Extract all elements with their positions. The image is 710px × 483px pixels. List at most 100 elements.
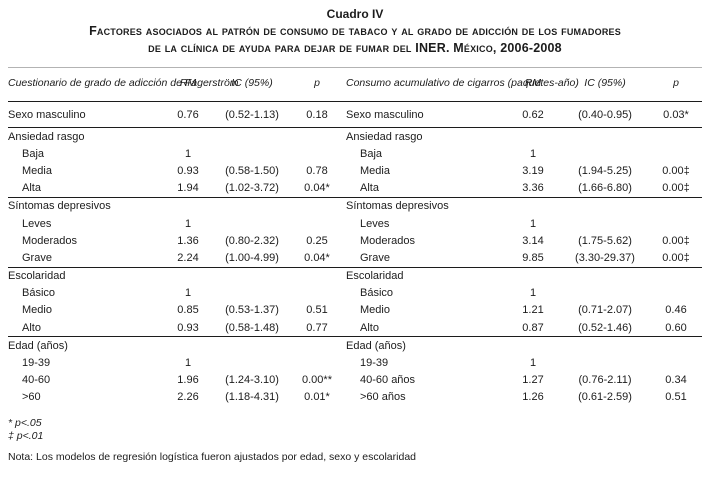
p-value-left: 0.01* [304, 391, 330, 404]
row-label-right: Sexo masculino [346, 108, 424, 121]
rm-value-right: 9.85 [522, 251, 544, 264]
row-label-left: Síntomas depresivos [8, 200, 111, 213]
rm-value-left: 0.76 [177, 108, 199, 121]
p-value-left: 0.00** [302, 374, 332, 387]
p-value-right: 0.00‡ [662, 251, 690, 264]
ci-value-left: (1.24-3.10) [225, 374, 279, 387]
row-label-left: Moderados [22, 234, 78, 247]
rm-value-left: 1 [184, 217, 192, 230]
p-value-left: 0.25 [306, 234, 328, 247]
ci-value-left: (0.80-2.32) [225, 234, 279, 247]
table-row: Leves 1 Leves 1 [8, 215, 702, 232]
p-value-right: 0.34 [665, 374, 687, 387]
p-value-left: 0.04* [304, 251, 330, 264]
p-value-right: 0.00‡ [662, 234, 690, 247]
ci-value-right: (3.30-29.37) [575, 251, 635, 264]
ci-value-right: (0.71-2.07) [578, 304, 632, 317]
row-label-left: Edad (años) [8, 339, 68, 352]
row-label-right: Medio [360, 304, 390, 317]
table-row: Edad (años) Edad (años) [8, 337, 702, 354]
table-row: 19-39 1 19-39 1 [8, 354, 702, 371]
p-value-left: 0.04* [304, 182, 330, 195]
ci-value-left: (1.00-4.99) [225, 251, 279, 264]
ci-value-left: (1.02-3.72) [225, 182, 279, 195]
row-label-left: Básico [22, 287, 56, 300]
table-body: Sexo masculino 0.76 (0.52-1.13) 0.18 Sex… [8, 102, 702, 406]
row-label-right: Moderados [360, 234, 416, 247]
right-col-p: p [673, 77, 679, 89]
ci-value-left: (1.18-4.31) [225, 391, 279, 404]
row-label-right: Escolaridad [346, 270, 404, 283]
row-label-left: Sexo masculino [8, 108, 86, 121]
rm-value-left: 1 [184, 287, 192, 300]
table-row: Alta 1.94 (1.02-3.72) 0.04* Alta 3.36 (1… [8, 180, 702, 198]
rm-value-right: 3.14 [522, 234, 544, 247]
table-row: Media 0.93 (0.58-1.50) 0.78 Media 3.19 (… [8, 162, 702, 179]
rm-value-right: 3.19 [522, 164, 544, 177]
rm-value-right: 1 [529, 287, 537, 300]
rm-value-left: 0.93 [177, 321, 199, 334]
table-row: >60 2.26 (1.18-4.31) 0.01* >60 años 1.26… [8, 389, 702, 406]
row-label-left: Medio [22, 304, 52, 317]
row-label-left: 19-39 [22, 357, 51, 370]
p-value-left: 0.77 [306, 321, 328, 334]
row-label-left: 40-60 [22, 374, 51, 387]
table-row: Baja 1 Baja 1 [8, 145, 702, 162]
p-value-left: 0.18 [306, 108, 328, 121]
ci-value-right: (0.76-2.11) [578, 374, 632, 387]
table-note: Nota: Los modelos de regresión logística… [8, 451, 416, 463]
rm-value-left: 2.24 [177, 251, 199, 264]
rm-value-right: 1.21 [522, 304, 544, 317]
row-label-right: Ansiedad rasgo [346, 130, 423, 143]
rm-value-right: 1.27 [522, 374, 544, 387]
table-row: Medio 0.85 (0.53-1.37) 0.51 Medio 1.21 (… [8, 302, 702, 319]
ci-value-right: (1.94-5.25) [578, 164, 632, 177]
ci-value-left: (0.53-1.37) [225, 304, 279, 317]
row-label-right: Alto [360, 321, 379, 334]
left-panel-header: Cuestionario de grado de adicción de Fag… [8, 77, 239, 89]
rm-value-right: 3.36 [522, 182, 544, 195]
table-row: Escolaridad Escolaridad [8, 268, 702, 285]
row-label-left: Leves [22, 217, 52, 230]
rm-value-left: 1.96 [177, 374, 199, 387]
table-row: Síntomas depresivos Síntomas depresivos [8, 198, 702, 215]
p-value-right: 0.46 [665, 304, 687, 317]
row-label-left: Ansiedad rasgo [8, 130, 85, 143]
footnote-significance-2: ‡ p<.01 [8, 430, 44, 442]
table-caption: Cuadro IV Factores asociados al patrón d… [0, 7, 710, 57]
p-value-right: 0.00‡ [662, 164, 690, 177]
p-value-right: 0.51 [665, 391, 687, 404]
rm-value-left: 1.36 [177, 234, 199, 247]
ci-value-right: (0.40-0.95) [578, 108, 632, 121]
left-col-rm: RM [179, 77, 197, 89]
rm-value-left: 2.26 [177, 391, 199, 404]
row-label-right: >60 años [360, 391, 406, 404]
ci-value-right: (0.52-1.46) [578, 321, 632, 334]
row-label-left: Baja [22, 147, 45, 160]
row-label-right: Grave [360, 251, 390, 264]
rm-value-right: 1 [529, 147, 537, 160]
row-label-left: Escolaridad [8, 270, 66, 283]
caption-line-1: Factores asociados al patrón de consumo … [89, 24, 621, 38]
row-label-right: Síntomas depresivos [346, 200, 449, 213]
row-label-left: Grave [22, 251, 52, 264]
rm-value-right: 0.87 [522, 321, 544, 334]
p-value-left: 0.51 [306, 304, 328, 317]
rm-value-left: 1.94 [177, 182, 199, 195]
row-label-left: >60 [22, 391, 41, 404]
table-row: Alto 0.93 (0.58-1.48) 0.77 Alto 0.87 (0.… [8, 319, 702, 338]
row-label-right: Baja [360, 147, 383, 160]
footnote-significance-1: * p<.05 [8, 417, 42, 429]
rm-value-left: 1 [184, 357, 192, 370]
rm-value-left: 0.85 [177, 304, 199, 317]
ci-value-right: (1.75-5.62) [578, 234, 632, 247]
table-row: Moderados 1.36 (0.80-2.32) 0.25 Moderado… [8, 232, 702, 249]
right-col-ci: IC (95%) [584, 77, 626, 89]
rm-value-left: 1 [184, 147, 192, 160]
table-row: Ansiedad rasgo Ansiedad rasgo [8, 128, 702, 145]
ci-value-left: (0.52-1.13) [225, 108, 279, 121]
row-label-left: Media [22, 164, 52, 177]
table-row: Grave 2.24 (1.00-4.99) 0.04* Grave 9.85 … [8, 249, 702, 268]
table-row: 40-60 1.96 (1.24-3.10) 0.00** 40-60 años… [8, 372, 702, 389]
rm-value-right: 0.62 [522, 108, 544, 121]
